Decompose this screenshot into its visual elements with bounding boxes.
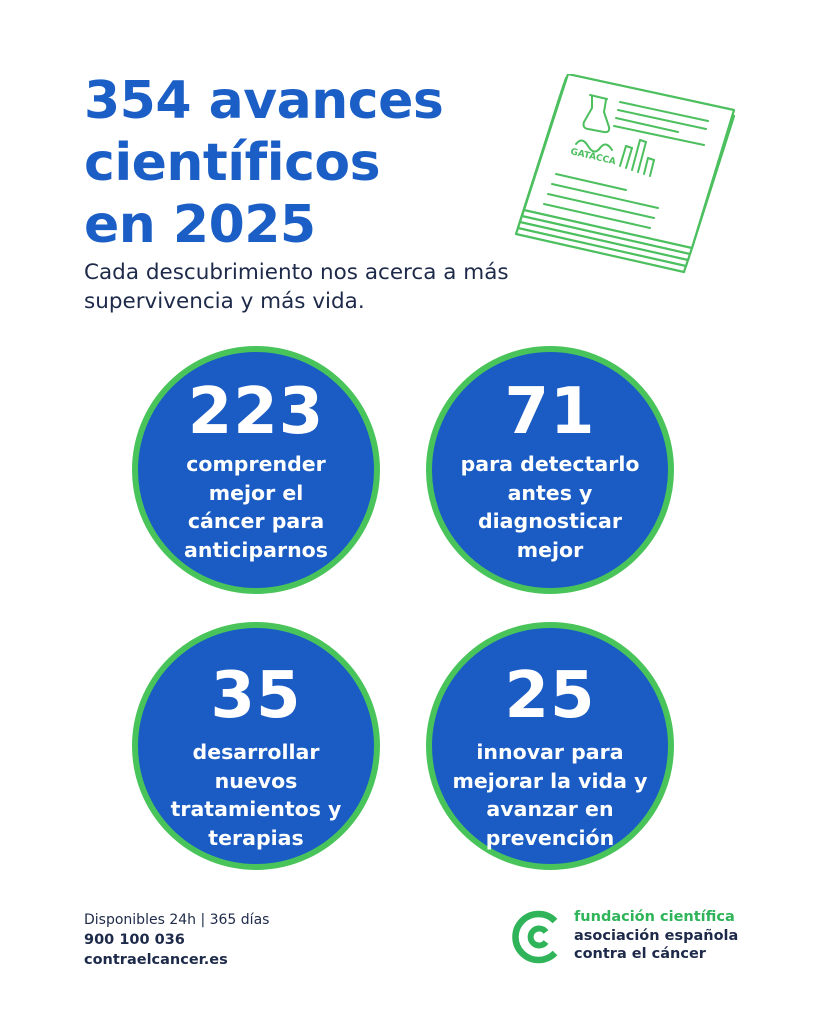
title-line: 354 avances [84,71,444,131]
stat-line: avanzar en [486,797,614,821]
research-papers-icon: GATACCA [514,74,736,274]
stat-description: para detectarlo antes y diagnosticar mej… [442,450,658,564]
stat-line: innovar para [476,740,624,764]
logo-line: contra el cáncer [574,946,706,962]
logo-line: fundación científica [574,909,735,925]
aecc-logo-icon [512,910,558,964]
stat-circle-detect: 71 para detectarlo antes y diagnosticar … [426,346,674,594]
stat-line: anticiparnos [184,537,328,562]
subtitle-line: supervivencia y más vida. [84,289,365,314]
stat-description: comprender mejor el cáncer para anticipa… [148,450,364,564]
stat-line: tratamientos y [170,797,342,821]
availability-text: Disponibles 24h | 365 días [84,912,270,928]
title-line: en 2025 [84,195,316,255]
stat-line: comprender [186,452,326,476]
stat-number: 25 [504,659,596,733]
logo-line: asociación española [574,927,739,944]
organization-logo-text: fundación científica asociación española… [574,908,738,964]
stat-line: desarrollar [192,740,320,764]
stat-line: diagnosticar [477,509,622,533]
stat-line: mejor [516,537,584,562]
stat-line: para detectarlo [460,452,640,476]
title-line: científicos [84,133,381,193]
stat-line: terapias [208,825,304,850]
stat-circle-understand: 223 comprender mejor el cáncer para anti… [132,346,380,594]
stat-line: prevención [485,825,615,850]
stat-description: innovar para mejorar la vida y avanzar e… [442,738,658,852]
stat-description: desarrollar nuevos tratamientos y terapi… [148,738,364,852]
stat-number: 35 [210,659,302,733]
stat-line: antes y [507,480,593,505]
stat-line: mejorar la vida y [452,768,648,793]
stat-number: 223 [187,375,325,449]
subtitle-line: Cada descubrimiento nos acerca a más [84,260,509,285]
contact-info: Disponibles 24h | 365 días 900 100 036 c… [84,910,269,970]
website-link[interactable]: contraelcancer.es [84,952,228,968]
stat-number: 71 [504,375,596,449]
stat-circle-treatments: 35 desarrollar nuevos tratamientos y ter… [132,622,380,870]
phone-number[interactable]: 900 100 036 [84,932,185,948]
stat-line: cáncer para [187,509,325,533]
stat-line: mejor el [208,480,304,505]
stat-line: nuevos [214,768,298,793]
stat-circle-innovate: 25 innovar para mejorar la vida y avanza… [426,622,674,870]
page-subtitle: Cada descubrimiento nos acerca a más sup… [84,258,624,316]
page-title: 354 avances científicos en 2025 [84,70,524,256]
